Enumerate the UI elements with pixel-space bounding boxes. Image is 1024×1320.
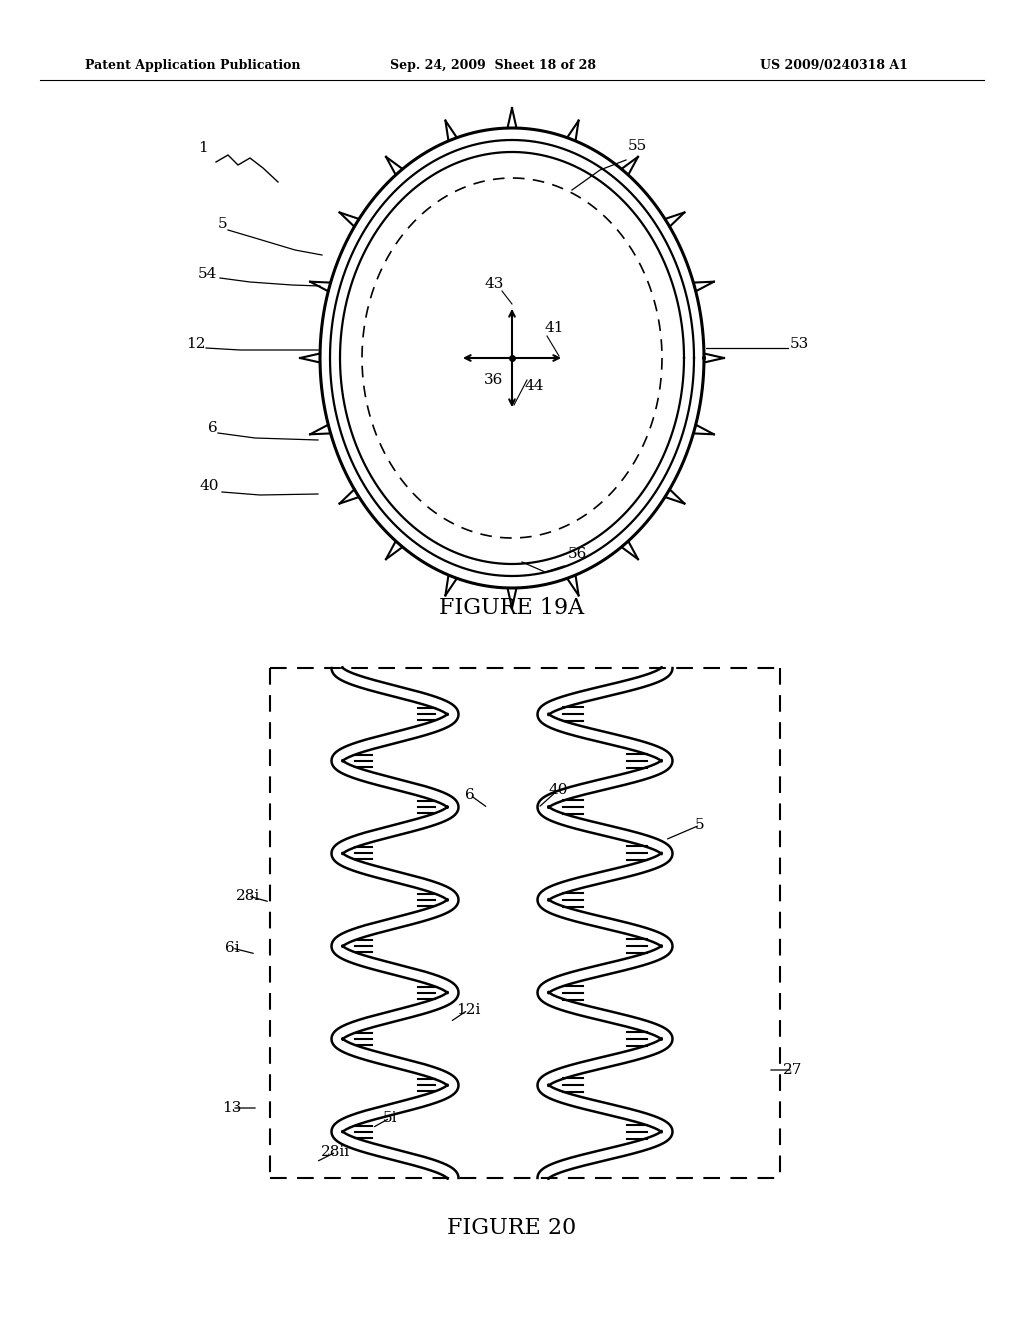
- Bar: [270, 668, 780, 1177]
- Text: FIGURE 19A: FIGURE 19A: [439, 597, 585, 619]
- Text: 5: 5: [218, 216, 227, 231]
- Text: 5i: 5i: [383, 1111, 397, 1125]
- Text: 6: 6: [465, 788, 475, 803]
- Text: 28i: 28i: [236, 888, 260, 903]
- Text: 6i: 6i: [224, 941, 240, 954]
- Text: 13: 13: [222, 1101, 242, 1115]
- Text: 53: 53: [790, 337, 809, 351]
- Text: 28ii: 28ii: [322, 1144, 350, 1159]
- Text: 36: 36: [484, 374, 504, 387]
- Text: 12i: 12i: [456, 1003, 480, 1016]
- Text: 55: 55: [628, 139, 647, 153]
- Text: US 2009/0240318 A1: US 2009/0240318 A1: [760, 58, 908, 71]
- Text: 40: 40: [200, 479, 219, 492]
- Text: 40: 40: [548, 783, 567, 797]
- Text: 5: 5: [695, 818, 705, 832]
- Text: 6: 6: [208, 421, 218, 436]
- Text: 56: 56: [568, 546, 588, 561]
- Text: 12: 12: [186, 337, 206, 351]
- Text: 43: 43: [484, 277, 504, 290]
- Text: 44: 44: [524, 379, 544, 393]
- Text: 1: 1: [198, 141, 208, 154]
- Text: 41: 41: [544, 321, 564, 335]
- Text: 27: 27: [783, 1063, 803, 1077]
- Text: 54: 54: [198, 267, 217, 281]
- Text: Sep. 24, 2009  Sheet 18 of 28: Sep. 24, 2009 Sheet 18 of 28: [390, 58, 596, 71]
- Text: Patent Application Publication: Patent Application Publication: [85, 58, 300, 71]
- Text: FIGURE 20: FIGURE 20: [447, 1217, 577, 1239]
